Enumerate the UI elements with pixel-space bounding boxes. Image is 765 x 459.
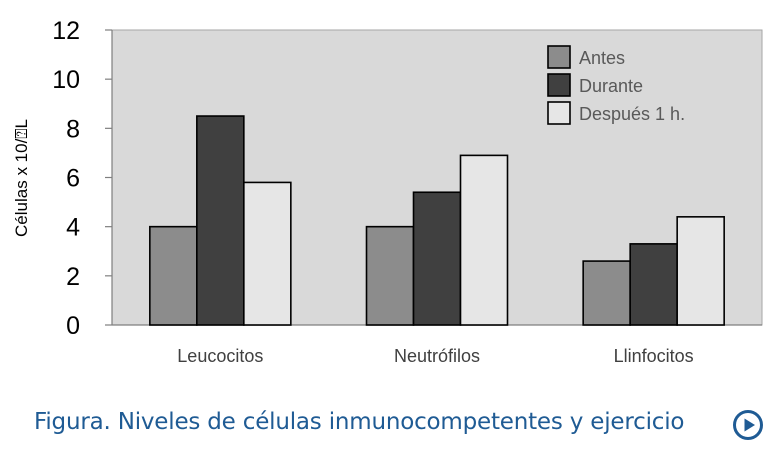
bar: [582, 260, 631, 326]
x-tick-labels: Leucocitos Neutrófilos Llinfocitos: [177, 346, 693, 366]
bar: [629, 243, 678, 326]
x-tick-label: Llinfocitos: [614, 346, 694, 366]
legend-label: Durante: [579, 76, 643, 96]
legend-swatch: [547, 101, 571, 125]
y-axis-label: Células x 10/⍰L: [12, 119, 31, 237]
y-tick-label: 2: [66, 263, 80, 291]
y-ticks: 0 2 4 6 8 10 12: [52, 17, 112, 340]
bar: [243, 181, 292, 326]
bar: [412, 191, 462, 326]
y-tick-label: 8: [66, 115, 80, 143]
legend-swatch: [547, 73, 571, 97]
legend: Antes Durante Después 1 h.: [547, 45, 685, 125]
bar: [149, 225, 198, 326]
x-tick-label: Leucocitos: [177, 346, 263, 366]
y-tick-label: 12: [52, 17, 80, 45]
y-tick-label: 4: [66, 214, 80, 242]
y-tick-label: 10: [52, 66, 80, 94]
x-tick-label: Neutrófilos: [394, 346, 480, 366]
bar: [459, 154, 509, 326]
y-tick-label: 6: [66, 165, 80, 193]
legend-swatch: [547, 45, 571, 69]
caption-row: Figura. Niveles de células inmunocompete…: [0, 403, 765, 447]
legend-label: Después 1 h.: [579, 104, 685, 124]
figure-caption: Figura. Niveles de células inmunocompete…: [34, 409, 685, 435]
bar: [365, 225, 415, 326]
legend-label: Antes: [579, 48, 625, 68]
bar-chart: 0 2 4 6 8 10 12 Leucocitos Neutrófilos Llinfocit…: [12, 17, 763, 366]
bars: [149, 115, 725, 326]
y-tick-label: 0: [66, 312, 80, 340]
play-circle-icon[interactable]: [732, 409, 764, 441]
bar: [196, 115, 245, 326]
bar: [676, 216, 725, 326]
